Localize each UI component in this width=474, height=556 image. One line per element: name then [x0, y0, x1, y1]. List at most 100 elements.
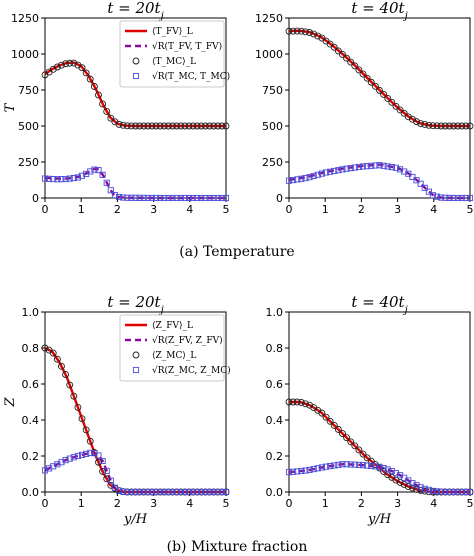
x-tick-label: 5: [467, 203, 474, 216]
marker-circle: [164, 122, 172, 130]
marker-square: [120, 488, 127, 495]
marker-square: [222, 488, 230, 496]
marker-square: [446, 488, 453, 496]
y-tick-label: 1250: [255, 12, 283, 25]
panel-2: t = 40tj 0 1 2 3 4 5 0 250 500 750 1000 1250: [255, 0, 474, 216]
marker-circle: [302, 28, 309, 36]
marker-circle: [82, 426, 90, 434]
marker-square: [380, 465, 387, 472]
marker-square: [392, 470, 400, 477]
marker-circle: [355, 446, 363, 454]
marker-square: [70, 175, 77, 182]
marker-circle: [363, 74, 371, 82]
marker-square: [210, 488, 217, 496]
marker-square: [355, 163, 362, 171]
marker-square: [421, 184, 428, 191]
marker-circle: [400, 109, 408, 117]
marker-square: [347, 461, 354, 468]
x-axis-label: y/H: [123, 512, 148, 527]
marker-square: [124, 194, 131, 201]
marker-square: [202, 488, 209, 496]
marker-square: [78, 451, 86, 458]
marker-square: [458, 194, 465, 202]
x-tick-label: 4: [430, 203, 437, 216]
marker-square: [190, 488, 197, 496]
x-tick-label: 4: [186, 497, 193, 510]
marker-square: [372, 463, 379, 470]
x-tick-label: 2: [114, 497, 121, 510]
marker-square: [83, 450, 90, 457]
marker-square: [177, 194, 184, 202]
y-tick-label: 0.0: [22, 486, 40, 499]
marker-square: [173, 488, 180, 496]
legend-entry: √R(Z_MC, Z_MC): [152, 365, 231, 376]
marker-square: [364, 163, 371, 170]
marker-circle: [339, 50, 346, 58]
legend-key-circle: [132, 57, 140, 65]
marker-circle: [49, 349, 57, 357]
marker-square: [466, 488, 474, 496]
marker-circle: [417, 486, 425, 494]
marker-square: [450, 194, 457, 202]
marker-square: [218, 488, 225, 496]
marker-square: [107, 187, 114, 194]
marker-square: [103, 467, 110, 474]
marker-square: [91, 166, 98, 173]
marker-circle: [99, 468, 107, 475]
marker-square: [165, 194, 172, 202]
x-tick-label: 1: [322, 497, 329, 510]
marker-square: [144, 488, 151, 496]
marker-square: [351, 461, 358, 468]
marker-square: [136, 488, 143, 496]
marker-circle: [351, 62, 359, 70]
series-fv-rms-line: [288, 163, 470, 200]
marker-circle: [86, 437, 94, 445]
marker-square: [169, 488, 176, 496]
marker-square: [306, 466, 313, 473]
marker-circle: [189, 122, 197, 130]
legend-entry: √R(T_FV, T_FV): [152, 41, 222, 52]
marker-square: [314, 465, 321, 472]
y-tick-label: 250: [262, 156, 283, 169]
marker-square: [198, 194, 205, 202]
marker-square: [111, 192, 118, 199]
marker-circle: [123, 122, 131, 130]
marker-circle: [66, 59, 74, 67]
y-tick-label: 500: [18, 120, 39, 133]
marker-square: [425, 188, 432, 195]
marker-circle: [392, 102, 400, 110]
marker-circle: [437, 122, 445, 130]
marker-square: [214, 194, 221, 202]
x-tick-label: 2: [358, 203, 365, 216]
x-tick-label: 0: [42, 497, 49, 510]
marker-square: [132, 488, 139, 496]
y-tick-label: 1250: [11, 12, 39, 25]
x-tick-label: 3: [394, 203, 401, 216]
marker-square: [442, 488, 449, 496]
legend-entry: ⟨Z_FV⟩_L: [152, 321, 193, 331]
marker-square: [144, 194, 151, 201]
marker-circle: [289, 27, 297, 35]
marker-circle: [392, 476, 400, 484]
marker-square: [66, 175, 73, 182]
marker-square: [368, 162, 375, 169]
marker-circle: [380, 90, 388, 98]
marker-circle: [53, 355, 61, 363]
marker-circle: [462, 122, 470, 130]
marker-circle: [302, 400, 309, 408]
marker-circle: [185, 122, 193, 130]
marker-square: [327, 168, 334, 175]
marker-square: [351, 164, 358, 171]
marker-circle: [193, 122, 201, 130]
marker-square: [153, 194, 160, 202]
marker-square: [66, 455, 73, 462]
marker-circle: [339, 430, 346, 438]
plot-frame: [44, 17, 227, 199]
marker-square: [95, 452, 102, 459]
marker-square: [148, 488, 156, 496]
marker-circle: [136, 122, 144, 130]
marker-circle: [169, 122, 176, 130]
marker-square: [347, 165, 354, 172]
marker-square: [41, 467, 49, 474]
